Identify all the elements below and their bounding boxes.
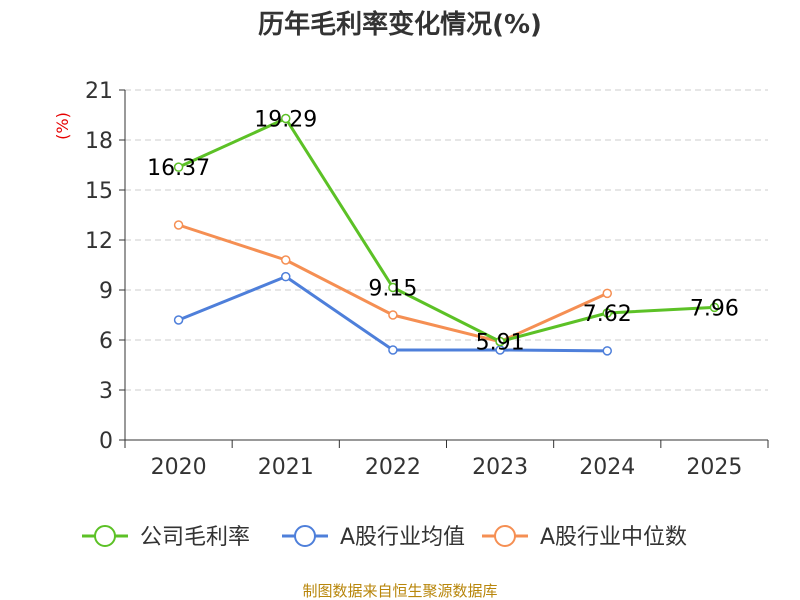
data-point (173, 220, 184, 230)
series-line (177, 117, 715, 343)
x-tick-label: 2025 (686, 455, 742, 480)
x-tick-label: 2023 (472, 455, 528, 480)
y-tick-label: 0 (99, 429, 113, 454)
y-tick-label: 9 (99, 279, 113, 304)
y-tick-label: 18 (85, 129, 113, 154)
y-tick-label: 3 (99, 379, 113, 404)
legend-label: 公司毛利率 (140, 525, 250, 550)
x-tick-label: 2020 (151, 455, 207, 480)
x-tick-label: 2021 (258, 455, 314, 480)
grid-lines (125, 89, 768, 391)
data-label: 9.15 (368, 277, 417, 302)
data-label: 7.96 (690, 296, 739, 321)
data-point (281, 113, 291, 124)
x-tick-label: 2024 (579, 455, 635, 480)
axes: 0 3 6 9 12 15 18 21 2020 2021 2022 2023 2024 2025 (85, 79, 769, 480)
legend-label: A股行业中位数 (540, 525, 687, 550)
data-point (281, 255, 291, 265)
legend-swatch-marker (294, 525, 316, 547)
legend-swatch-marker (94, 525, 116, 547)
data-source-note: 制图数据来自恒生聚源数据库 (302, 582, 497, 600)
y-tick-label: 12 (85, 229, 113, 254)
y-tick-label: 21 (85, 79, 113, 104)
data-point (709, 302, 720, 313)
data-labels: 16.37 19.29 9.15 5.91 7.62 7.96 (147, 108, 739, 356)
data-point (388, 282, 398, 293)
data-point (173, 162, 184, 172)
chart-title: 历年毛利率变化情况(%) (258, 9, 542, 40)
data-point (388, 345, 398, 355)
data-point (281, 271, 291, 282)
y-axis-unit-label: (%) (53, 112, 72, 140)
legend-swatch-marker (494, 525, 516, 547)
data-label: 5.91 (476, 331, 525, 356)
data-point (602, 346, 612, 356)
legend: 公司毛利率 A股行业均值 A股行业中位数 (82, 525, 687, 550)
data-point (602, 308, 612, 318)
y-tick-label: 6 (99, 329, 113, 354)
y-tick-label: 15 (85, 179, 113, 204)
data-label: 16.37 (147, 156, 210, 181)
data-point (495, 336, 505, 347)
data-point (602, 288, 612, 299)
data-point (173, 315, 184, 325)
data-label: 19.29 (254, 108, 317, 133)
x-tick-label: 2022 (365, 455, 421, 480)
legend-label: A股行业均值 (340, 525, 465, 550)
data-point (388, 310, 398, 320)
data-label: 7.62 (583, 302, 632, 327)
series-lines (173, 113, 720, 356)
